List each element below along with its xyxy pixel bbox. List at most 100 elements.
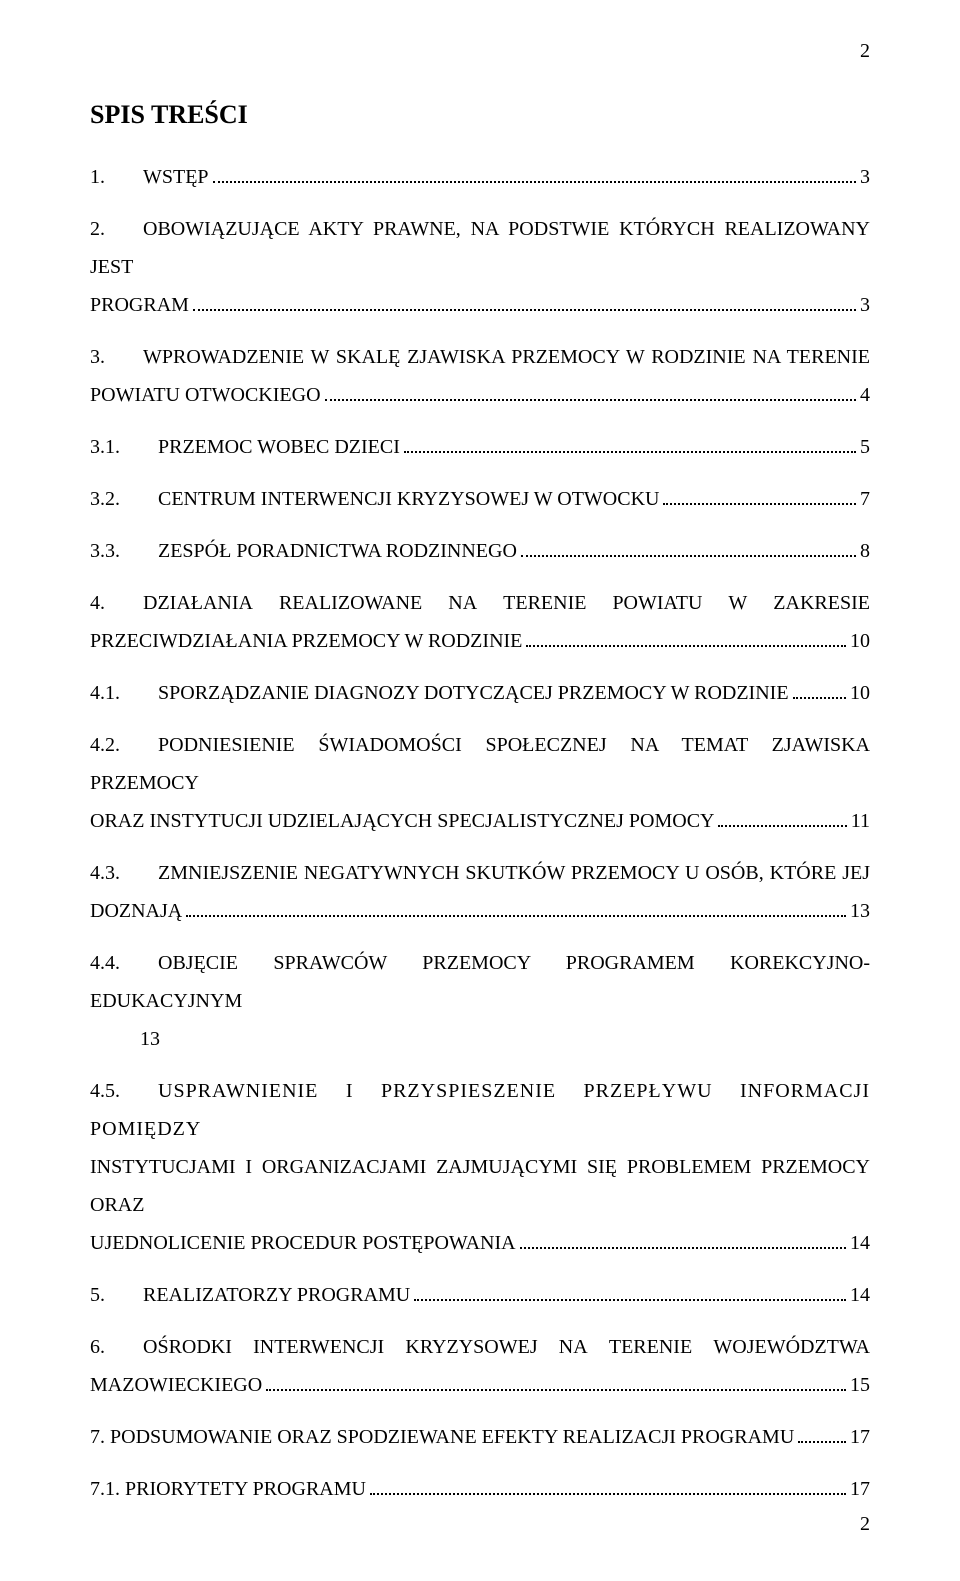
document-page: 2 SPIS TREŚCI 1. WSTĘP 3 2.OBOWIĄZUJĄCE …: [0, 0, 960, 1581]
toc-page: 3: [860, 286, 870, 324]
toc-page: 8: [860, 532, 870, 570]
toc-text: WOJEWÓDZTWA: [713, 1328, 870, 1366]
toc-entry: 5. REALIZATORZY PROGRAMU 14: [90, 1276, 870, 1314]
toc-leader: [266, 1371, 846, 1391]
toc-page: 7: [860, 480, 870, 518]
toc-text: CENTRUM INTERWENCJI KRYZYSOWEJ W OTWOCKU: [158, 480, 659, 518]
toc-text: POWIATU: [612, 584, 702, 622]
toc-leader: [521, 537, 856, 557]
toc-entry: 3. WPROWADZENIE W SKALĘ ZJAWISKA PRZEMOCY…: [90, 338, 870, 414]
toc-text: WPROWADZENIE W SKALĘ ZJAWISKA PRZEMOCY W…: [143, 346, 870, 368]
toc-leader: [213, 163, 856, 183]
toc-page: 4: [860, 376, 870, 414]
toc-entry: 3.3. ZESPÓŁ PORADNICTWA RODZINNEGO 8: [90, 532, 870, 570]
toc-page: 3: [860, 158, 870, 196]
toc-leader: [370, 1475, 846, 1495]
toc-num: 4.5.: [90, 1080, 120, 1102]
toc-text: 7.1. PRIORYTETY PROGRAMU: [90, 1470, 366, 1508]
toc-text: 7. PODSUMOWANIE ORAZ SPODZIEWANE EFEKTY …: [90, 1418, 794, 1456]
toc-page: 17: [850, 1470, 870, 1508]
toc-entry: 3.2. CENTRUM INTERWENCJI KRYZYSOWEJ W OT…: [90, 480, 870, 518]
toc-text: INSTYTUCJAMI I ORGANIZACJAMI ZAJMUJĄCYMI…: [90, 1156, 870, 1216]
toc-text: DOZNAJĄ: [90, 892, 182, 930]
toc-leader: [718, 807, 846, 827]
toc-text: KRYZYSOWEJ: [405, 1328, 537, 1366]
toc-text: TERENIE: [503, 584, 586, 622]
toc-num: 3.1.: [90, 428, 120, 466]
toc-text: PRZEMOC WOBEC DZIECI: [158, 428, 400, 466]
toc-title: SPIS TREŚCI: [90, 100, 870, 130]
toc-leader: [325, 381, 856, 401]
toc-text: UJEDNOLICENIE PROCEDUR POSTĘPOWANIA: [90, 1224, 516, 1262]
toc-text: DZIAŁANIA: [143, 592, 253, 614]
toc-text: OŚRODKI: [143, 1336, 232, 1358]
toc-leader: [663, 485, 856, 505]
toc-num: 4.3.: [90, 862, 120, 884]
toc-num: 3.3.: [90, 532, 120, 570]
page-number-bottom: 2: [860, 1513, 870, 1536]
toc-leader: [793, 679, 846, 699]
toc-num: 3.2.: [90, 480, 120, 518]
toc-text: W: [728, 584, 747, 622]
toc-text: PROGRAM: [90, 286, 189, 324]
toc-entry: 6. OŚRODKI INTERWENCJI KRYZYSOWEJ NA TERE…: [90, 1328, 870, 1404]
toc-leader: [414, 1281, 846, 1301]
toc-text: WSTĘP: [143, 158, 209, 196]
toc-text: MAZOWIECKIEGO: [90, 1366, 262, 1404]
toc-leader: [404, 433, 856, 453]
toc-page: 13: [850, 892, 870, 930]
toc-leader: [186, 897, 846, 917]
toc-page: 17: [850, 1418, 870, 1456]
toc-leader: [798, 1423, 846, 1443]
toc-text: REALIZOWANE: [279, 584, 422, 622]
toc-text: PODNIESIENIE ŚWIADOMOŚCI SPOŁECZNEJ NA T…: [90, 734, 870, 794]
toc-num: 2.: [90, 218, 105, 240]
toc-leader: [526, 627, 846, 647]
toc-entry: 4.3. ZMNIEJSZENIE NEGATYWNYCH SKUTKÓW PRZ…: [90, 854, 870, 930]
toc-entry: 3.1. PRZEMOC WOBEC DZIECI 5: [90, 428, 870, 466]
toc-num: 4.: [90, 592, 105, 614]
toc-entry: 7. PODSUMOWANIE ORAZ SPODZIEWANE EFEKTY …: [90, 1418, 870, 1456]
toc-num: 4.4.: [90, 952, 120, 974]
toc-num: 4.2.: [90, 734, 120, 756]
toc-leader: [520, 1229, 846, 1249]
toc-num: 3.: [90, 346, 105, 368]
toc-page: 11: [851, 802, 870, 840]
toc-text: ORAZ INSTYTUCJI UDZIELAJĄCYCH SPECJALIST…: [90, 802, 714, 840]
toc-page: 15: [850, 1366, 870, 1404]
toc-page: 14: [850, 1224, 870, 1262]
toc-entry: 2.OBOWIĄZUJĄCE AKTY PRAWNE, NA PODSTWIE …: [90, 210, 870, 324]
toc-text: OBJĘCIE SPRAWCÓW PRZEMOCY PROGRAMEM KORE…: [90, 952, 870, 1012]
toc-text: INTERWENCJI: [253, 1328, 384, 1366]
toc-page: 5: [860, 428, 870, 466]
toc-num: 5.: [90, 1276, 105, 1314]
toc-entry: 4. DZIAŁANIA REALIZOWANE NA TERENIE POWIA…: [90, 584, 870, 660]
toc-entry: 7.1. PRIORYTETY PROGRAMU 17: [90, 1470, 870, 1508]
toc-num: 6.: [90, 1336, 105, 1358]
toc-page: 10: [850, 622, 870, 660]
toc-text: REALIZATORZY PROGRAMU: [143, 1276, 410, 1314]
toc-entry: 4.1. SPORZĄDZANIE DIAGNOZY DOTYCZĄCEJ PR…: [90, 674, 870, 712]
toc-text: ZAKRESIE: [773, 584, 870, 622]
toc-text: 13: [140, 1028, 160, 1050]
toc-text: ZMNIEJSZENIE NEGATYWNYCH SKUTKÓW PRZEMOC…: [158, 862, 870, 884]
toc-entry: 1. WSTĘP 3: [90, 158, 870, 196]
page-number-top: 2: [860, 40, 870, 63]
toc-num: 4.1.: [90, 674, 120, 712]
toc-text: USPRAWNIENIE I PRZYSPIESZENIE PRZEPŁYWU …: [90, 1080, 870, 1140]
toc-text: NA: [448, 584, 477, 622]
toc-page: 14: [850, 1276, 870, 1314]
toc-text: TERENIE: [609, 1328, 692, 1366]
toc-entry: 4.2.PODNIESIENIE ŚWIADOMOŚCI SPOŁECZNEJ …: [90, 726, 870, 840]
toc-text: NA: [559, 1328, 588, 1366]
toc-entry: 4.5.USPRAWNIENIE I PRZYSPIESZENIE PRZEPŁ…: [90, 1072, 870, 1262]
toc-text: POWIATU OTWOCKIEGO: [90, 376, 321, 414]
toc-text: SPORZĄDZANIE DIAGNOZY DOTYCZĄCEJ PRZEMOC…: [158, 674, 789, 712]
toc-page: 10: [850, 674, 870, 712]
toc-leader: [193, 291, 856, 311]
toc-entry: 4.4.OBJĘCIE SPRAWCÓW PRZEMOCY PROGRAMEM …: [90, 944, 870, 1058]
toc-text: OBOWIĄZUJĄCE AKTY PRAWNE, NA PODSTWIE KT…: [90, 218, 870, 278]
toc-text: ZESPÓŁ PORADNICTWA RODZINNEGO: [158, 532, 517, 570]
toc-text: PRZECIWDZIAŁANIA PRZEMOCY W RODZINIE: [90, 622, 522, 660]
toc-num: 1.: [90, 158, 105, 196]
